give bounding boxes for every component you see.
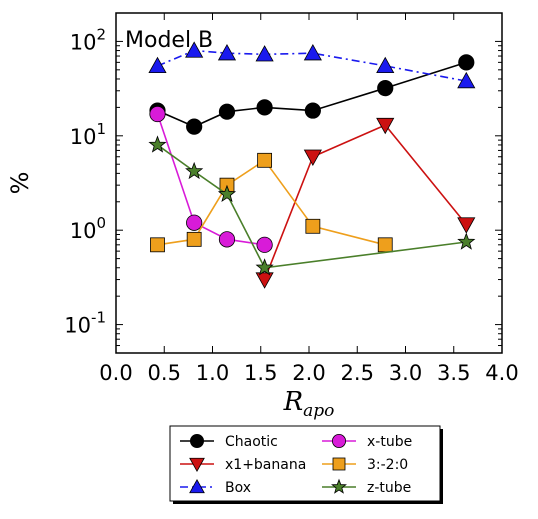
data-point-chaotic [186, 118, 203, 135]
data-point-x-tube [218, 231, 236, 248]
legend-item-x-tube: x-tube [322, 433, 412, 450]
legend-item-chaotic: Chaotic [180, 433, 278, 450]
legend-marker [189, 433, 204, 448]
legend-marker [332, 457, 346, 471]
legend-label: 3:-2:0 [367, 457, 408, 473]
y-tick-label: 101 [70, 120, 106, 149]
legend-item-z-tube: z-tube [322, 478, 411, 496]
y-tick-label: 102 [70, 25, 106, 54]
data-point-x-tube [256, 236, 273, 253]
x-tick-label: 2.5 [341, 361, 374, 385]
x-axis: 0.0 0.5 1.0 1.5 2.0 2.5 3.0 3.5 4.0 [99, 13, 519, 385]
chart-title: Model B [125, 28, 213, 53]
legend-label: Box [225, 480, 251, 496]
x-tick-label: 3.0 [389, 361, 422, 385]
series-chaotic [149, 54, 475, 135]
data-point-z-tube [185, 161, 204, 180]
data-point-3-2-0 [305, 218, 321, 234]
x-tick-label: 4.0 [485, 361, 518, 385]
x-tick-label: 0.0 [99, 361, 132, 385]
data-point-chaotic [256, 99, 273, 116]
legend-label: z-tube [367, 480, 411, 496]
data-point-chaotic [458, 54, 475, 71]
data-point-box [255, 45, 274, 62]
data-point-3-2-0 [150, 237, 165, 253]
series-z-tube [148, 135, 476, 276]
data-point-x-tube [186, 214, 203, 231]
legend-label: Chaotic [225, 434, 278, 450]
x-tick-label: 0.5 [148, 361, 181, 385]
legend-item-3-2-0: 3:-2:0 [322, 457, 408, 473]
y-tick-label: 100 [70, 214, 106, 243]
x-axis-label-main: R [283, 387, 304, 417]
legend-item-box: Box [180, 478, 251, 496]
series-x1-banana [255, 117, 476, 289]
x-axis-label-subscript: apo [303, 401, 334, 421]
data-point-z-tube [217, 184, 237, 203]
data-point-chaotic [218, 103, 236, 120]
y-tick-label: 10-1 [64, 309, 106, 338]
x-tick-label: 2.0 [292, 361, 325, 385]
legend-marker [331, 433, 346, 448]
legend: Chaotic x-tube x1+banana 3:-2:0 Box z-tube [169, 425, 443, 504]
data-point-3-2-0 [186, 231, 202, 247]
data-point-x1-banana [303, 149, 322, 166]
x-tick-label: 1.5 [244, 361, 277, 385]
data-point-3-2-0 [377, 237, 393, 253]
data-point-z-tube [255, 258, 274, 276]
data-point-x1-banana [376, 117, 395, 135]
legend-marker [331, 478, 347, 494]
data-point-chaotic [304, 102, 321, 119]
x-tick-label: 3.5 [437, 361, 470, 385]
series-layer [148, 41, 476, 289]
legend-label: x1+banana [225, 457, 306, 473]
legend-marker [189, 478, 205, 494]
data-point-box [217, 43, 237, 61]
data-point-3-2-0 [257, 152, 273, 168]
y-axis: 10-1 100 101 102 [64, 12, 502, 354]
data-point-z-tube [457, 232, 476, 250]
series-line-x1-banana [263, 124, 467, 280]
data-point-box [303, 43, 322, 61]
data-point-x1-banana [457, 217, 476, 234]
data-point-x-tube [149, 105, 166, 123]
data-point-box [376, 56, 395, 74]
axes-frame [115, 12, 503, 354]
legend-item-x1-banana: x1+banana [180, 457, 306, 473]
legend-box [169, 425, 441, 502]
data-point-z-tube [148, 135, 167, 153]
legend-label: x-tube [367, 434, 412, 450]
series-line-x-tube [156, 113, 265, 246]
x-tick-label: 1.0 [196, 361, 229, 385]
x-axis-label: Rapo [283, 387, 335, 421]
data-point-chaotic [377, 80, 394, 97]
data-point-x1-banana [255, 272, 274, 289]
y-axis-label: % [6, 172, 34, 195]
data-point-box [185, 41, 204, 58]
data-point-box [457, 71, 476, 89]
data-point-box [148, 56, 167, 74]
legend-marker [189, 457, 205, 473]
series-x-tube [149, 105, 273, 253]
series-box [148, 41, 476, 89]
